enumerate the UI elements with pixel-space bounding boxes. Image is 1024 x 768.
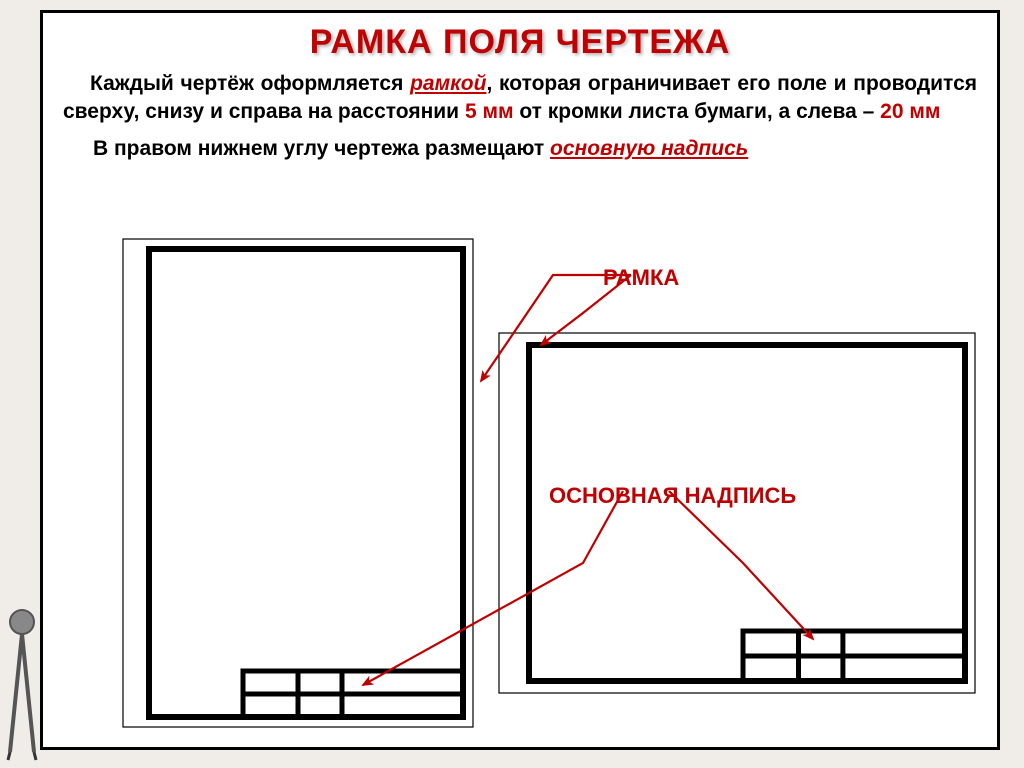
diagram-area: РАМКА ОСНОВНАЯ НАДПИСЬ bbox=[63, 233, 978, 733]
p1-keyword: рамкой bbox=[410, 72, 486, 95]
p1-dim2: 20 мм bbox=[880, 100, 940, 123]
p1-mid2: от кромки листа бумаги, а слева – bbox=[514, 100, 881, 123]
page-title: РАМКА ПОЛЯ ЧЕРТЕЖА bbox=[43, 23, 997, 62]
label-frame: РАМКА bbox=[603, 265, 679, 291]
label-titleblock: ОСНОВНАЯ НАДПИСЬ bbox=[549, 483, 796, 509]
paragraph-1: Каждый чертёж оформляется рамкой, котора… bbox=[63, 70, 977, 127]
p2-lead: В правом нижнем углу чертежа размещают bbox=[93, 137, 550, 160]
p1-dim1: 5 мм bbox=[465, 100, 514, 123]
slide-frame: РАМКА ПОЛЯ ЧЕРТЕЖА Каждый чертёж оформля… bbox=[40, 10, 1000, 750]
diagram-svg bbox=[63, 233, 978, 733]
p2-keyword: основную надпись bbox=[550, 137, 748, 160]
compass-icon bbox=[2, 602, 42, 762]
p1-lead: Каждый чертёж оформляется bbox=[90, 72, 410, 95]
paragraph-2: В правом нижнем углу чертежа размещают о… bbox=[93, 135, 977, 163]
